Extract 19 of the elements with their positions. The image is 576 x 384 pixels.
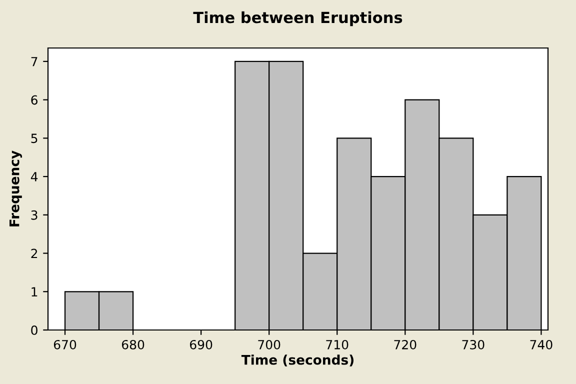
x-tick-label: 690 (190, 340, 212, 350)
x-tick-label: 700 (258, 340, 280, 350)
chart-title: Time between Eruptions (193, 11, 402, 26)
x-tick-label: 740 (530, 340, 552, 350)
y-tick-label: 3 (31, 210, 38, 220)
y-axis-title: Frequency (10, 150, 22, 226)
x-tick-label: 680 (122, 340, 144, 350)
y-tick-label: 6 (31, 95, 38, 105)
y-tick-label: 7 (31, 57, 38, 66)
y-tick-label: 0 (31, 325, 38, 335)
y-tick-label: 4 (30, 172, 38, 182)
x-tick-label: 670 (54, 340, 76, 350)
y-tick-label: 2 (31, 248, 38, 258)
x-tick-label: 730 (462, 340, 484, 350)
x-tick-label: 710 (326, 340, 348, 350)
x-tick-label: 720 (394, 340, 416, 350)
x-axis-title: Time (seconds) (241, 354, 354, 366)
y-tick-label: 5 (31, 134, 38, 144)
y-tick-label: 1 (32, 287, 38, 296)
